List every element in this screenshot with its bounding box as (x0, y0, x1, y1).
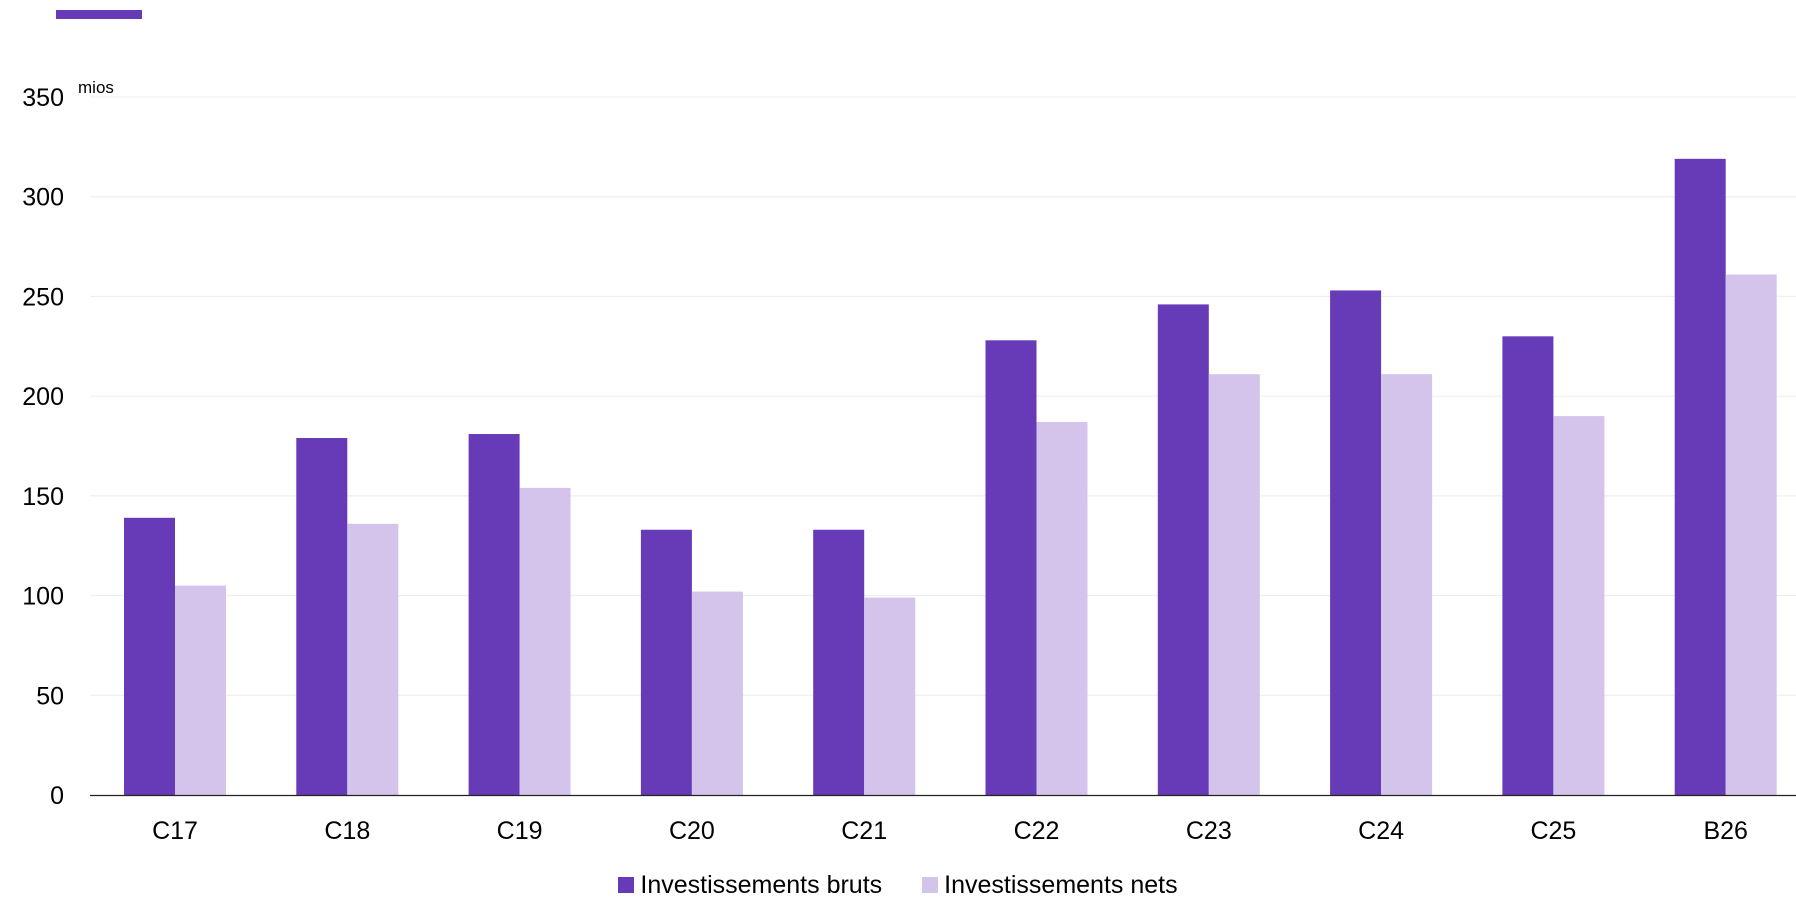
title-accent-bar (56, 10, 142, 19)
y-tick-label: 250 (22, 283, 64, 311)
bar-net (864, 597, 916, 795)
y-tick-label: 300 (22, 184, 64, 212)
bar-gross (296, 438, 348, 795)
y-unit-label: mios (78, 78, 114, 97)
bar-net (691, 591, 743, 795)
bar-gross (640, 529, 692, 795)
bar-gross (1157, 304, 1209, 795)
bar-net (1381, 374, 1433, 795)
x-tick-label: C20 (669, 817, 715, 845)
legend-label-gross: Investissements bruts (640, 871, 883, 899)
legend-swatch-net (922, 877, 939, 893)
x-tick-label: C19 (497, 817, 543, 845)
y-tick-label: 0 (50, 782, 64, 810)
bar-gross (468, 434, 520, 795)
bar-net (1725, 274, 1777, 795)
y-tick-label: 350 (22, 84, 64, 112)
bar-gross (1330, 290, 1382, 795)
x-tick-label: C18 (324, 817, 370, 845)
bar-gross (985, 340, 1037, 795)
bar-net (519, 487, 571, 795)
y-tick-label: 150 (22, 483, 64, 511)
x-tick-label: C17 (152, 817, 198, 845)
bar-gross (1502, 336, 1554, 795)
x-tick-label: C24 (1358, 817, 1404, 845)
y-tick-label: 100 (22, 583, 64, 611)
bar-gross (124, 517, 175, 795)
bar-net (1208, 374, 1260, 795)
bar-net (1036, 422, 1088, 795)
legend-item-gross: Investissements bruts (618, 871, 882, 899)
bar-net (347, 523, 399, 795)
x-tick-label: C23 (1186, 817, 1232, 845)
legend-label-net: Investissements nets (944, 871, 1178, 899)
y-tick-label: 50 (36, 682, 64, 710)
bar-gross (1674, 158, 1726, 795)
legend: Investissements bruts Investissements ne… (0, 871, 1796, 899)
bar-net (175, 585, 226, 795)
y-tick-label: 200 (22, 383, 64, 411)
legend-swatch-gross (618, 877, 635, 893)
bar-gross (813, 529, 865, 795)
bar-chart: 0 50 100 150 200 250 300 350 mios C17 C18 C19 C20 C21… (22, 78, 1796, 845)
x-tick-label: C25 (1530, 817, 1576, 845)
x-tick-label: C21 (841, 817, 887, 845)
x-tick-label: C22 (1014, 817, 1060, 845)
legend-item-net: Investissements nets (922, 871, 1178, 899)
bar-net (1553, 416, 1605, 795)
x-tick-label: B26 (1703, 817, 1747, 845)
